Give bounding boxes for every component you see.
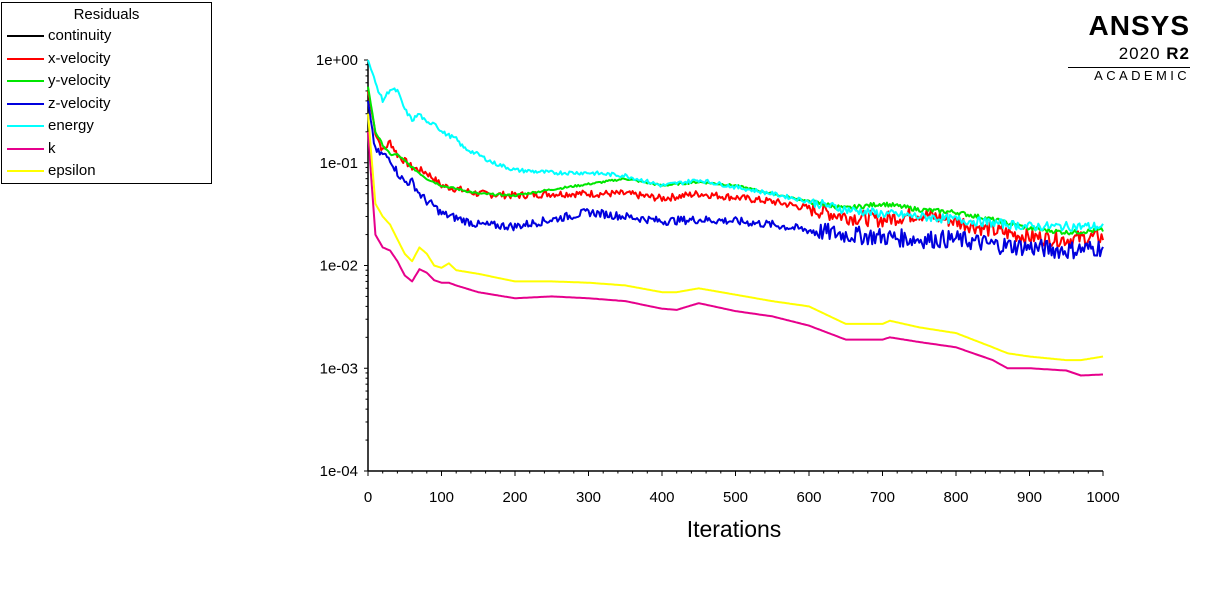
legend-item-energy: energy (2, 115, 211, 138)
y-tick-label: 1e+00 (316, 52, 358, 69)
legend-label: energy (48, 117, 94, 134)
y-tick-label: 1e-01 (320, 155, 358, 172)
x-tick-label: 500 (723, 489, 748, 506)
x-tick-label: 0 (364, 489, 372, 506)
y-tick-label: 1e-03 (320, 360, 358, 377)
legend-label: continuity (48, 27, 112, 44)
logo-version: 2020 R2 (1119, 44, 1190, 64)
ansys-logo: ANSYS 2020 R2 ACADEMIC (1062, 10, 1192, 83)
y-tick-label: 1e-02 (320, 258, 358, 275)
series-layer (367, 59, 1104, 377)
logo-version-release: R2 (1166, 44, 1190, 63)
legend-items: continuity x-velocity y-velocity z-velocity… (2, 25, 211, 183)
legend: Residuals continuity x-velocity y-velocity… (1, 2, 212, 184)
legend-swatch (7, 57, 44, 60)
legend-item-y-velocity: y-velocity (2, 70, 211, 93)
legend-label: z-velocity (48, 94, 111, 112)
x-tick-label: 800 (943, 489, 968, 506)
series-line-z-velocity (367, 100, 1104, 260)
legend-item-x-velocity: x-velocity (2, 48, 211, 71)
x-tick-label: 400 (649, 489, 674, 506)
x-axis-label: Iterations (687, 516, 782, 542)
legend-label: k (48, 139, 56, 157)
legend-swatch (7, 80, 44, 82)
series-line-y-velocity (367, 86, 1104, 236)
tick-labels: 1e+00 1e-01 1e-02 1e-03 1e-04 0 100 200 300 400 50… (316, 52, 1120, 506)
x-tick-label: 1000 (1086, 489, 1119, 506)
x-tick-label: 100 (429, 489, 454, 506)
logo-version-year: 2020 (1118, 44, 1161, 63)
legend-item-epsilon: epsilon (2, 160, 211, 183)
x-tick-label: 900 (1017, 489, 1042, 506)
legend-item-continuity: continuity (2, 25, 211, 48)
series-line-k (367, 131, 1103, 377)
legend-swatch (7, 147, 44, 150)
y-tick-label: 1e-04 (320, 463, 358, 480)
logo-edition: ACADEMIC (1094, 68, 1190, 83)
x-tick-label: 200 (502, 489, 527, 506)
x-tick-label: 600 (796, 489, 821, 506)
legend-swatch (7, 170, 44, 172)
legend-item-z-velocity: z-velocity (2, 93, 211, 116)
legend-label: y-velocity (48, 72, 111, 89)
series-line-energy (367, 59, 1104, 232)
x-tick-label: 700 (870, 489, 895, 506)
legend-label: epsilon (48, 162, 96, 179)
legend-item-k: k (2, 138, 211, 161)
logo-brand: ANSYS (1088, 10, 1190, 41)
legend-swatch (7, 102, 44, 105)
x-tick-label: 300 (576, 489, 601, 506)
logo-divider (1068, 67, 1190, 68)
legend-swatch (7, 125, 44, 127)
legend-swatch (7, 35, 44, 37)
legend-title: Residuals (73, 6, 140, 23)
series-line-epsilon (367, 113, 1104, 362)
legend-label: x-velocity (48, 49, 111, 67)
axes (364, 59, 1104, 476)
series-line-x-velocity (367, 90, 1104, 248)
